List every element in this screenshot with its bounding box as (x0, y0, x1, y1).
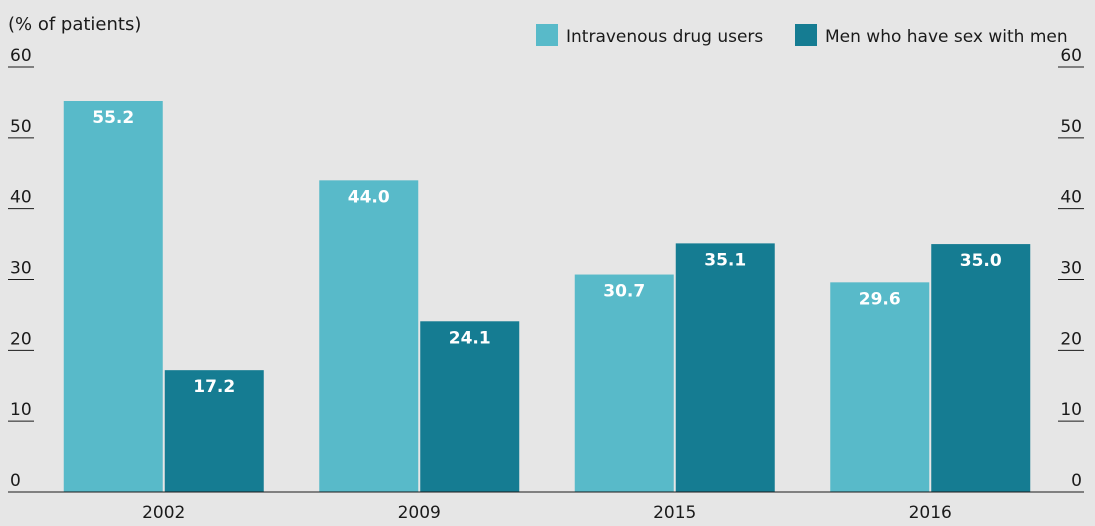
bar-intravenous-drug-users (830, 282, 930, 492)
bar-men-who-have-sex-with-men (164, 370, 264, 492)
bar-value-label: 24.1 (449, 328, 491, 348)
y-tick-left: 40 (10, 188, 32, 208)
y-tick-left: 20 (10, 329, 32, 349)
legend-swatch-men-who-have-sex-with-men (795, 24, 817, 46)
bar-intravenous-drug-users (319, 180, 419, 493)
y-tick-right: 40 (1060, 188, 1082, 208)
y-axis-unit-label: (% of patients) (8, 14, 141, 35)
bar-value-label: 30.7 (603, 282, 645, 302)
y-tick-right: 0 (1071, 471, 1082, 491)
bar-value-label: 55.2 (92, 108, 134, 128)
bar-men-who-have-sex-with-men (420, 321, 520, 492)
data-labels: 55.2 17.2 44.0 24.1 30.7 35.1 29.6 35.0 (92, 108, 1002, 397)
legend-swatch-intravenous-drug-users (536, 24, 558, 46)
legend: Intravenous drug users Men who have sex w… (536, 24, 1068, 47)
bar-value-label: 35.0 (960, 251, 1002, 271)
bar-value-label: 29.6 (859, 289, 901, 309)
bar-intravenous-drug-users (63, 101, 163, 492)
x-category-label: 2015 (653, 503, 696, 523)
y-tick-left: 10 (10, 400, 32, 420)
y-axis-right: 0 10 20 30 40 50 60 (1058, 46, 1084, 493)
legend-label-intravenous-drug-users: Intravenous drug users (566, 27, 763, 47)
bar-value-label: 17.2 (193, 377, 235, 397)
y-tick-right: 20 (1060, 329, 1082, 349)
bars (63, 101, 1031, 493)
y-tick-left: 60 (10, 46, 32, 66)
x-category-label: 2009 (398, 503, 441, 523)
y-tick-right: 10 (1060, 400, 1082, 420)
x-category-label: 2016 (909, 503, 952, 523)
bar-men-who-have-sex-with-men (675, 243, 775, 492)
y-tick-right: 30 (1060, 259, 1082, 279)
x-category-label: 2002 (142, 503, 185, 523)
x-axis-categories: 2002 2009 2015 2016 (142, 503, 952, 523)
y-tick-right: 60 (1060, 46, 1082, 66)
y-axis-left: 0 10 20 30 40 50 60 (8, 46, 34, 493)
y-tick-left: 0 (10, 471, 21, 491)
y-tick-left: 30 (10, 259, 32, 279)
legend-label-men-who-have-sex-with-men: Men who have sex with men (825, 27, 1068, 47)
bar-intravenous-drug-users (574, 274, 674, 492)
bar-value-label: 44.0 (348, 187, 390, 207)
y-tick-right: 50 (1060, 117, 1082, 137)
y-tick-left: 50 (10, 117, 32, 137)
bar-men-who-have-sex-with-men (931, 244, 1031, 492)
bar-value-label: 35.1 (704, 250, 746, 270)
